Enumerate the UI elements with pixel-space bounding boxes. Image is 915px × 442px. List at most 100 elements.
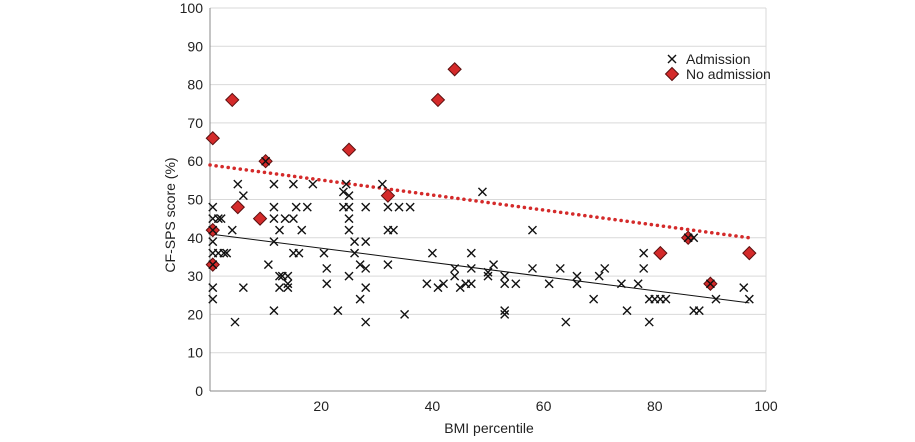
y-tick-label: 20 bbox=[187, 306, 203, 322]
point-admission bbox=[208, 202, 218, 212]
point-admission bbox=[219, 248, 229, 258]
point-admission bbox=[216, 214, 226, 224]
point-admission bbox=[561, 317, 571, 327]
point-admission bbox=[489, 260, 499, 270]
point-admission bbox=[355, 260, 365, 270]
point-admission bbox=[283, 271, 293, 281]
point-admission bbox=[361, 263, 371, 273]
y-tick-label: 100 bbox=[180, 0, 204, 16]
point-admission bbox=[394, 202, 404, 212]
point-admission bbox=[288, 214, 298, 224]
x-tick-label: 80 bbox=[647, 398, 663, 414]
point-no-admission bbox=[230, 199, 246, 215]
y-tick-label: 80 bbox=[187, 77, 203, 93]
point-admission bbox=[377, 179, 387, 189]
point-admission bbox=[544, 279, 554, 289]
point-admission bbox=[450, 271, 460, 281]
point-admission bbox=[455, 283, 465, 293]
point-admission bbox=[344, 191, 354, 201]
point-admission bbox=[230, 317, 240, 327]
point-admission bbox=[466, 263, 476, 273]
x-tick-label: 20 bbox=[313, 398, 329, 414]
point-admission bbox=[594, 271, 604, 281]
y-tick-label: 40 bbox=[187, 230, 203, 246]
point-admission bbox=[439, 279, 449, 289]
x-tick-label: 100 bbox=[754, 398, 778, 414]
point-admission bbox=[308, 179, 318, 189]
point-admission bbox=[572, 271, 582, 281]
point-admission bbox=[261, 156, 271, 166]
point-admission bbox=[600, 263, 610, 273]
legend-x-glyph bbox=[667, 54, 677, 64]
point-admission bbox=[338, 187, 348, 197]
legend-no-admission-label: No admission bbox=[686, 66, 771, 82]
point-admission bbox=[344, 271, 354, 281]
point-admission bbox=[661, 294, 671, 304]
point-no-admission bbox=[447, 62, 462, 77]
point-admission bbox=[711, 294, 721, 304]
y-tick-label: 0 bbox=[195, 383, 203, 399]
point-admission bbox=[213, 214, 223, 224]
point-admission bbox=[622, 306, 632, 316]
point-admission bbox=[483, 271, 493, 281]
point-admission bbox=[208, 294, 218, 304]
point-admission bbox=[283, 279, 293, 289]
point-admission bbox=[500, 309, 510, 319]
point-admission bbox=[555, 263, 565, 273]
point-admission bbox=[433, 283, 443, 293]
point-admission bbox=[361, 317, 371, 327]
tick-labels: 0 10 20 30 40 50 60 70 80 90 100 20 40 60 80 100 bbox=[180, 0, 778, 414]
point-admission bbox=[511, 279, 521, 289]
point-admission bbox=[361, 237, 371, 247]
point-admission bbox=[322, 279, 332, 289]
point-admission bbox=[466, 248, 476, 258]
legend-admission-marker bbox=[667, 54, 677, 64]
point-admission bbox=[322, 263, 332, 273]
point-admission bbox=[500, 279, 510, 289]
point-admission bbox=[361, 283, 371, 293]
point-admission bbox=[744, 294, 754, 304]
point-admission bbox=[405, 202, 415, 212]
point-admission bbox=[288, 179, 298, 189]
point-no-admission bbox=[380, 188, 396, 203]
point-admission bbox=[269, 306, 279, 316]
y-axis-title: CF-SPS score (%) bbox=[162, 157, 178, 272]
point-admission bbox=[233, 179, 243, 189]
point-admission bbox=[739, 283, 749, 293]
point-admission bbox=[344, 202, 354, 212]
y-tick-label: 10 bbox=[187, 345, 203, 361]
y-tick-label: 30 bbox=[187, 268, 203, 284]
point-no-admission bbox=[742, 245, 757, 261]
point-admission bbox=[208, 225, 218, 235]
point-admission bbox=[275, 225, 284, 235]
point-admission bbox=[689, 233, 699, 243]
point-admission bbox=[238, 191, 248, 201]
gridlines bbox=[210, 7, 767, 391]
point-admission bbox=[500, 306, 510, 316]
point-admission bbox=[633, 279, 643, 289]
legend-diamond-glyph bbox=[664, 66, 680, 82]
point-admission bbox=[589, 294, 599, 304]
point-admission bbox=[269, 214, 279, 224]
point-admission bbox=[319, 248, 329, 258]
point-admission bbox=[350, 248, 360, 258]
point-admission bbox=[341, 179, 351, 189]
point-admission bbox=[400, 309, 410, 319]
legend-no-admission-marker bbox=[664, 66, 680, 82]
point-admission bbox=[694, 306, 704, 316]
point-admission bbox=[383, 260, 393, 270]
x-tick-label: 60 bbox=[536, 398, 552, 414]
data-points bbox=[205, 62, 757, 327]
point-no-admission bbox=[225, 92, 240, 108]
point-admission bbox=[344, 214, 354, 224]
axes bbox=[209, 8, 766, 392]
point-admission bbox=[450, 263, 460, 273]
x-axis-title: BMI percentile bbox=[444, 420, 534, 436]
point-admission bbox=[500, 271, 510, 281]
point-no-admission bbox=[205, 131, 220, 146]
point-admission bbox=[222, 248, 232, 258]
point-admission bbox=[361, 202, 371, 212]
point-admission bbox=[227, 225, 237, 235]
point-admission bbox=[616, 279, 626, 289]
